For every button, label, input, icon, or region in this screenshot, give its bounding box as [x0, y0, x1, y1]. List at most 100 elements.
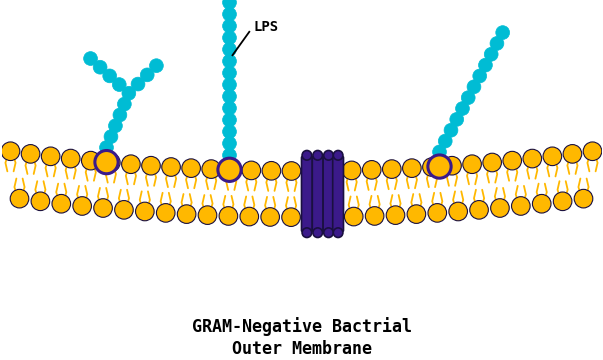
Circle shape: [113, 108, 127, 122]
Circle shape: [223, 78, 236, 91]
Circle shape: [491, 199, 510, 217]
FancyBboxPatch shape: [333, 157, 344, 231]
Circle shape: [198, 206, 217, 224]
Circle shape: [324, 150, 333, 160]
Circle shape: [62, 149, 80, 168]
Circle shape: [407, 205, 426, 224]
Circle shape: [219, 207, 238, 225]
Circle shape: [543, 147, 561, 166]
Circle shape: [93, 60, 107, 74]
Circle shape: [282, 162, 301, 180]
Circle shape: [261, 208, 279, 226]
Circle shape: [523, 149, 541, 168]
Circle shape: [140, 68, 154, 82]
Circle shape: [103, 69, 116, 83]
Circle shape: [109, 119, 122, 133]
Circle shape: [223, 101, 236, 115]
Circle shape: [461, 91, 475, 105]
Circle shape: [115, 201, 133, 219]
Circle shape: [131, 77, 145, 91]
Circle shape: [324, 228, 333, 238]
Circle shape: [242, 161, 260, 180]
Circle shape: [223, 19, 236, 33]
Circle shape: [403, 159, 421, 177]
Circle shape: [511, 197, 530, 215]
Circle shape: [218, 158, 241, 181]
Circle shape: [223, 42, 236, 57]
Circle shape: [532, 194, 551, 213]
Circle shape: [122, 155, 140, 174]
Circle shape: [382, 160, 401, 179]
Circle shape: [42, 147, 60, 166]
Circle shape: [496, 26, 510, 40]
Circle shape: [136, 202, 154, 221]
Circle shape: [223, 66, 236, 80]
Circle shape: [223, 31, 236, 45]
Circle shape: [223, 0, 236, 9]
Circle shape: [10, 189, 29, 208]
Circle shape: [99, 141, 113, 154]
Circle shape: [428, 204, 447, 222]
Circle shape: [302, 150, 312, 160]
Circle shape: [303, 208, 321, 226]
Circle shape: [302, 162, 321, 180]
Text: GRAM-Negative Bactrial: GRAM-Negative Bactrial: [192, 318, 411, 337]
Circle shape: [223, 125, 236, 139]
Circle shape: [467, 80, 481, 94]
Circle shape: [223, 148, 236, 162]
Circle shape: [470, 201, 488, 219]
Text: LPS: LPS: [253, 20, 279, 34]
Text: Outer Membrane: Outer Membrane: [232, 340, 371, 358]
Circle shape: [443, 156, 461, 175]
Circle shape: [450, 112, 464, 126]
Circle shape: [118, 97, 131, 111]
Circle shape: [156, 204, 175, 222]
Circle shape: [484, 48, 498, 61]
Circle shape: [463, 155, 481, 174]
Circle shape: [574, 189, 593, 208]
Circle shape: [223, 7, 236, 21]
Circle shape: [122, 86, 136, 100]
Circle shape: [490, 36, 504, 50]
Circle shape: [112, 78, 126, 91]
Circle shape: [343, 161, 361, 180]
Circle shape: [438, 134, 452, 148]
Circle shape: [93, 199, 112, 217]
Circle shape: [142, 156, 160, 175]
Circle shape: [386, 206, 405, 224]
Circle shape: [223, 136, 236, 150]
Circle shape: [95, 150, 118, 174]
Circle shape: [52, 194, 71, 213]
Circle shape: [262, 162, 281, 180]
Circle shape: [563, 145, 582, 163]
Circle shape: [344, 207, 363, 226]
Circle shape: [473, 69, 487, 83]
Circle shape: [456, 102, 469, 116]
Circle shape: [101, 153, 120, 172]
Circle shape: [444, 123, 458, 137]
Circle shape: [202, 160, 221, 179]
Circle shape: [362, 161, 381, 179]
Circle shape: [302, 228, 312, 238]
Circle shape: [223, 90, 236, 103]
Circle shape: [223, 54, 236, 68]
Circle shape: [432, 145, 446, 159]
Circle shape: [333, 228, 343, 238]
Circle shape: [150, 59, 163, 73]
Circle shape: [322, 162, 341, 180]
Circle shape: [423, 158, 441, 176]
Circle shape: [1, 142, 20, 161]
Circle shape: [31, 192, 49, 211]
Circle shape: [503, 151, 522, 170]
Circle shape: [483, 153, 502, 172]
Circle shape: [21, 145, 40, 163]
Circle shape: [554, 192, 572, 211]
FancyBboxPatch shape: [323, 157, 334, 231]
Circle shape: [313, 150, 323, 160]
Circle shape: [177, 205, 196, 224]
Circle shape: [313, 228, 323, 238]
FancyBboxPatch shape: [312, 157, 323, 231]
Circle shape: [240, 207, 259, 226]
FancyBboxPatch shape: [302, 157, 312, 231]
Circle shape: [84, 51, 98, 66]
